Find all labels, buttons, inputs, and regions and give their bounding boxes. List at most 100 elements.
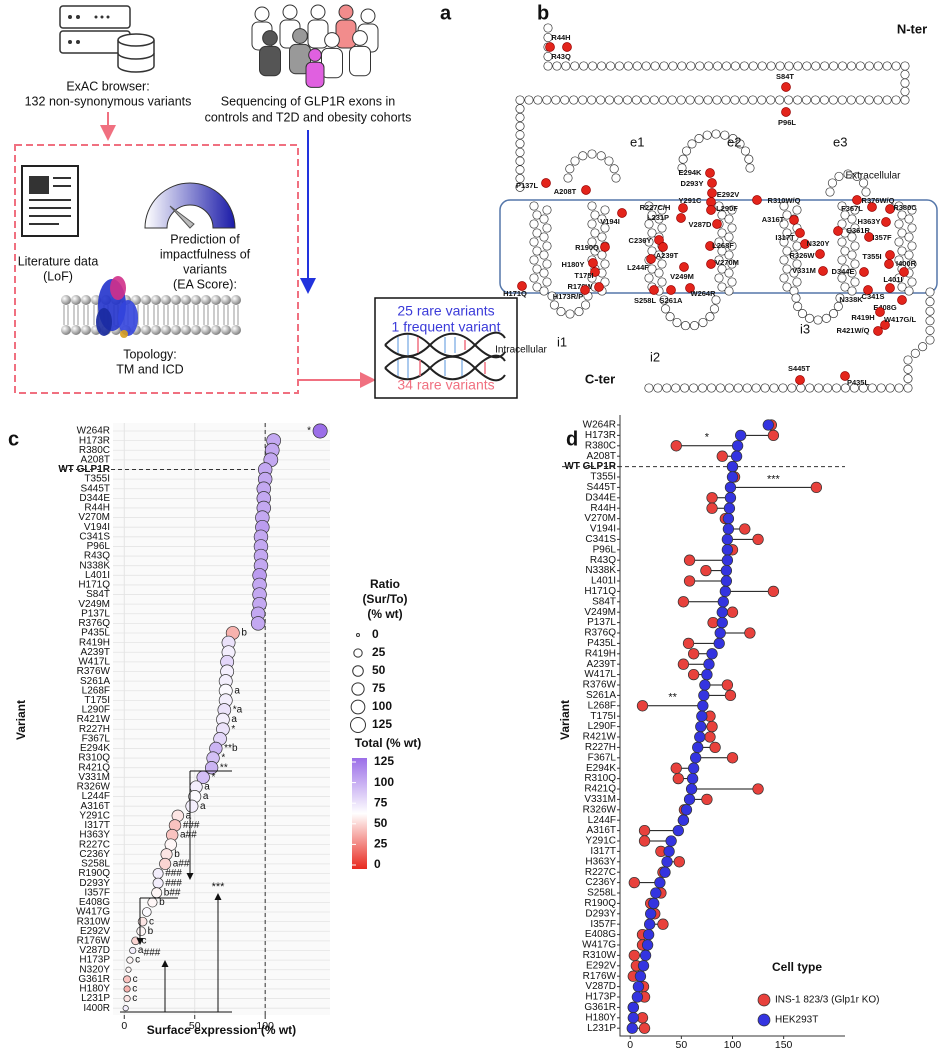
prediction-text: Prediction of: [170, 232, 240, 246]
residue: [533, 95, 543, 105]
dot: [717, 596, 729, 608]
variant-label: R421W/Q: [837, 326, 870, 335]
y-tick-label: R190Q: [584, 898, 616, 909]
dot: [721, 554, 734, 566]
lipid-head: [231, 325, 241, 335]
legend-label: 25: [374, 837, 388, 851]
residue: [542, 205, 552, 215]
residue: [695, 61, 705, 71]
y-tick-label: R376Q: [584, 628, 616, 639]
person-head: [310, 4, 326, 20]
point-label: **: [668, 692, 677, 704]
residue: [543, 32, 553, 43]
dot: [695, 720, 707, 733]
variant-label: C341S: [862, 292, 885, 301]
variant-residue: [752, 195, 762, 205]
dashed-box: [14, 144, 299, 394]
protein-blob: [118, 300, 138, 336]
dot: [641, 939, 654, 951]
variant-residue: [562, 42, 572, 52]
lipid-tail: [173, 305, 179, 325]
residue: [789, 250, 799, 260]
y-tick-label: A239T: [587, 659, 616, 670]
residue: [524, 95, 534, 105]
residue: [542, 223, 552, 233]
variant-label: S445T: [788, 364, 811, 373]
residue: [782, 282, 792, 292]
y-tick-label: D344E: [585, 492, 616, 503]
dot: [810, 481, 823, 494]
point-label: b: [174, 849, 180, 860]
residue: [647, 210, 657, 220]
variant-label: E408G: [873, 303, 897, 312]
variant-residue: [795, 228, 805, 238]
lipid-head: [231, 295, 241, 305]
variant-label: V249M: [670, 272, 694, 281]
legend-label: 25: [372, 645, 386, 659]
variant-label: I317T: [775, 233, 795, 242]
variant-label: Y291C: [679, 196, 703, 205]
residue: [590, 210, 600, 220]
dot: [767, 429, 780, 442]
y-tick-label: L401I: [85, 570, 110, 581]
residue: [782, 264, 792, 274]
dot: [670, 762, 682, 774]
residue: [543, 23, 553, 33]
dot: [638, 1022, 651, 1034]
y-tick-label: G361R: [78, 974, 110, 985]
residue: [847, 268, 857, 278]
point-label: c: [135, 955, 140, 966]
residue: [766, 61, 776, 71]
y-tick-label: R310Q: [78, 753, 110, 764]
residue: [581, 300, 591, 310]
residue: [882, 95, 892, 105]
variant-residue: [880, 320, 890, 330]
y-tick-label: E294K: [80, 743, 110, 754]
residue: [925, 306, 935, 316]
residue: [733, 383, 743, 393]
lipid-head: [201, 295, 211, 305]
y-tick-label: I357F: [84, 887, 110, 898]
dot: [126, 956, 134, 964]
y-tick-label: H171Q: [584, 586, 616, 597]
residue: [850, 223, 860, 233]
dot: [644, 918, 656, 930]
residue: [569, 95, 579, 105]
point-label: c: [149, 916, 154, 927]
residue: [757, 95, 767, 105]
panel-label: a: [440, 2, 452, 24]
dot: [723, 502, 736, 514]
residue: [724, 383, 734, 393]
residue: [668, 61, 678, 71]
y-tick-label: R376W: [77, 666, 111, 677]
residue: [727, 241, 737, 251]
dot: [123, 975, 132, 984]
residue: [600, 205, 610, 215]
y-tick-label: P435L: [587, 638, 616, 649]
dot: [631, 991, 644, 1003]
dot: [657, 918, 669, 930]
dot: [697, 700, 709, 712]
residue: [894, 255, 904, 265]
variant-label: H180Y: [562, 260, 585, 269]
topology-text: TM and ICD: [116, 362, 183, 376]
loop-label: e1: [630, 134, 644, 149]
residue: [751, 383, 761, 393]
variant-label: F367L: [841, 204, 863, 213]
lipid-head: [61, 325, 71, 335]
lipid-head: [141, 325, 151, 335]
y-tick-label: G361R: [584, 1002, 616, 1013]
y-tick-label: P435L: [81, 628, 110, 639]
variant-residue: [706, 197, 716, 207]
residue: [542, 241, 552, 251]
dot: [682, 637, 695, 650]
dot: [701, 793, 713, 806]
lipid-tail: [193, 305, 199, 325]
residue: [587, 201, 597, 211]
dot: [687, 668, 700, 681]
y-tick-label: R44H: [590, 503, 616, 514]
residue: [704, 61, 714, 71]
point-label: a: [204, 782, 210, 793]
